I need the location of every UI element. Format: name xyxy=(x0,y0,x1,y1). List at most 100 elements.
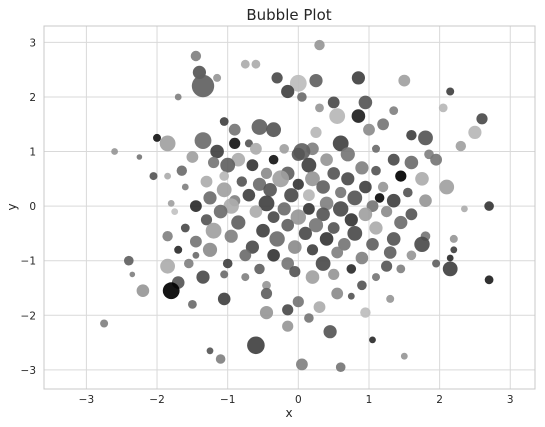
bubble xyxy=(303,189,315,202)
bubble xyxy=(415,172,429,186)
bubble xyxy=(239,249,252,262)
bubble xyxy=(484,275,494,285)
bubble xyxy=(241,273,250,282)
bubble xyxy=(351,71,365,85)
bubble xyxy=(219,117,229,126)
bubble xyxy=(310,126,322,138)
bubble xyxy=(159,135,176,152)
bubble xyxy=(355,161,369,175)
bubble xyxy=(442,261,458,277)
bubble xyxy=(303,203,315,215)
bubble xyxy=(249,205,263,218)
bubble xyxy=(338,238,351,251)
bubble xyxy=(247,336,265,355)
bubble xyxy=(484,201,494,211)
bubble xyxy=(351,109,366,123)
y-tick-label: −2 xyxy=(21,310,36,322)
bubble xyxy=(284,188,299,203)
bubble xyxy=(191,74,215,98)
bubble xyxy=(272,170,290,188)
bubble xyxy=(160,258,176,274)
bubble xyxy=(406,250,417,261)
bubble xyxy=(246,159,259,172)
bubble xyxy=(190,50,202,62)
bubble xyxy=(363,123,375,136)
bubble xyxy=(216,182,232,198)
bubble xyxy=(400,352,408,360)
bubble xyxy=(279,144,290,154)
bubble xyxy=(292,296,304,308)
bubble xyxy=(344,213,358,227)
bubble xyxy=(358,95,373,110)
bubble xyxy=(327,167,341,180)
bubble xyxy=(306,244,319,256)
bubble xyxy=(282,320,294,332)
bubble xyxy=(355,251,369,265)
bubble xyxy=(162,282,180,300)
bubble xyxy=(200,175,213,188)
bubble xyxy=(200,214,213,226)
bubble xyxy=(327,222,340,234)
x-tick-label: 2 xyxy=(436,394,443,406)
bubble xyxy=(369,221,383,235)
bubble xyxy=(403,187,413,198)
bubble xyxy=(439,179,455,195)
bubble xyxy=(231,152,246,167)
bubble xyxy=(340,147,355,162)
bubble xyxy=(414,236,430,252)
bubble xyxy=(331,287,344,300)
bubble xyxy=(196,270,210,284)
bubble xyxy=(174,245,183,254)
bubble xyxy=(192,251,200,259)
bubble xyxy=(372,144,380,153)
bubble xyxy=(203,191,217,205)
x-tick-label: 1 xyxy=(366,394,373,406)
bubble xyxy=(256,223,270,238)
bubble xyxy=(290,209,306,225)
bubble xyxy=(304,313,314,323)
y-tick-label: 2 xyxy=(29,92,36,104)
y-tick-label: 3 xyxy=(29,37,36,49)
bubble xyxy=(372,273,380,282)
x-tick-label: −3 xyxy=(79,394,94,406)
bubble xyxy=(292,178,304,190)
bubble xyxy=(419,194,432,207)
bubble xyxy=(369,336,376,344)
x-axis-label: x xyxy=(285,406,292,420)
bubble xyxy=(319,196,334,211)
bubble xyxy=(319,232,334,246)
bubble xyxy=(167,200,175,207)
bubble xyxy=(331,246,344,259)
bubble xyxy=(171,208,179,216)
bubble xyxy=(263,183,277,197)
bubble xyxy=(332,135,349,152)
bubble xyxy=(262,280,271,290)
bubble xyxy=(288,240,302,254)
bubble xyxy=(305,270,320,284)
bubble xyxy=(213,204,228,219)
bubble xyxy=(298,226,312,240)
bubble xyxy=(153,133,161,142)
bubble xyxy=(449,234,458,243)
plot-frame xyxy=(43,25,536,390)
bubble xyxy=(404,155,419,170)
bubble xyxy=(432,259,441,268)
bubbles xyxy=(100,39,494,373)
bubble xyxy=(236,176,247,187)
bubble xyxy=(418,130,433,146)
bubble xyxy=(371,165,381,176)
bubble xyxy=(358,207,373,222)
bubble xyxy=(406,130,417,141)
bubble xyxy=(254,263,265,275)
bubble xyxy=(164,172,172,180)
y-tick-label: 1 xyxy=(29,147,36,159)
bubble xyxy=(100,319,109,328)
bubble xyxy=(291,147,305,161)
bubble xyxy=(231,215,246,230)
bubble xyxy=(455,140,466,152)
y-axis-label: y xyxy=(5,203,19,210)
bubble xyxy=(405,208,418,221)
bubble xyxy=(136,284,150,298)
bubble xyxy=(124,255,134,266)
